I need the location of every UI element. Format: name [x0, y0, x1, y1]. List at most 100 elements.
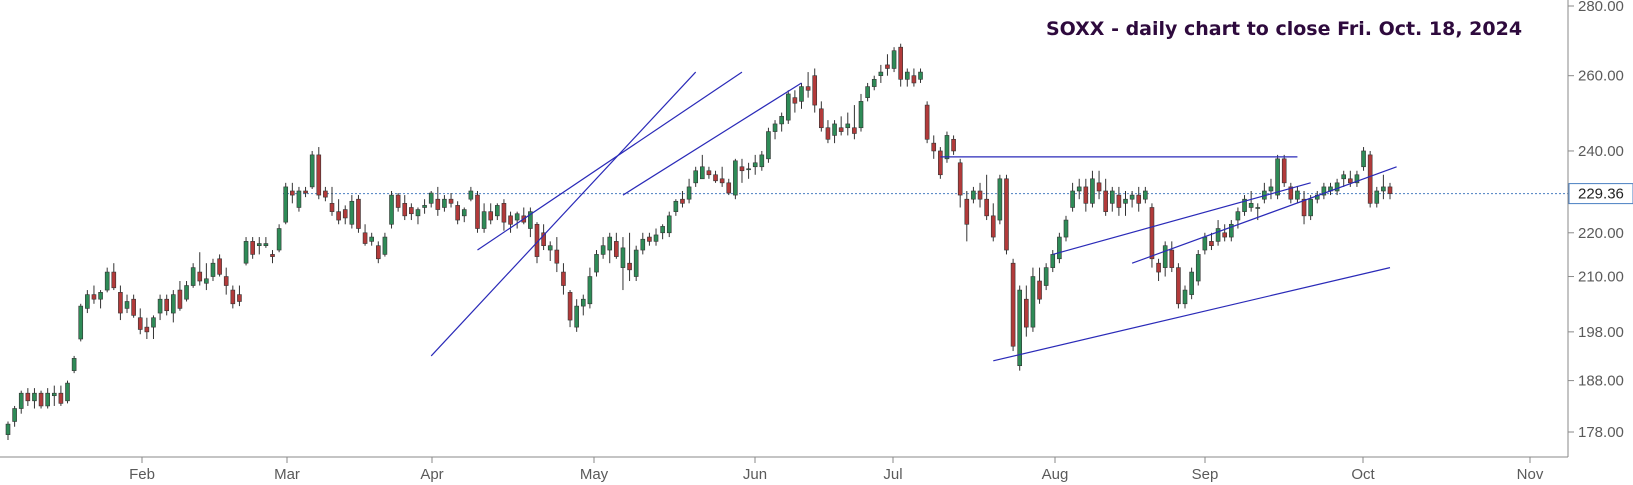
candle-up [587, 276, 593, 305]
candle-up [640, 238, 646, 251]
candle-up [12, 408, 17, 422]
candle-up [799, 86, 804, 102]
candle-up [759, 154, 765, 168]
x-tick-label: Jul [883, 466, 902, 483]
candle-up [1361, 150, 1366, 168]
candle-up [660, 226, 665, 234]
candle-up [772, 123, 778, 132]
y-tick-label: 240.00 [1578, 143, 1624, 160]
candle-up [468, 190, 474, 200]
candle-down [250, 241, 255, 255]
candle-up [18, 392, 24, 409]
candle-down [984, 198, 989, 217]
candle-down [223, 276, 229, 286]
candle-up [1374, 190, 1380, 204]
candle-up [1043, 267, 1049, 286]
candle-down [805, 86, 811, 91]
candle-up [1295, 190, 1300, 200]
candle-up [78, 305, 84, 340]
candle-down [990, 215, 996, 238]
candle-down [197, 271, 203, 282]
candle-down [554, 249, 560, 264]
candle-down [964, 198, 970, 225]
candle-up [1321, 186, 1327, 196]
candle-up [1354, 174, 1360, 184]
y-tick-label: 280.00 [1578, 0, 1624, 15]
candle-up [845, 123, 851, 129]
candle-down [931, 142, 937, 152]
candle-up [997, 178, 1003, 221]
y-tick-label: 178.00 [1578, 424, 1624, 441]
candle-up [1189, 271, 1194, 295]
candle-up [891, 50, 897, 69]
candle-down [1169, 249, 1175, 268]
candle-up [204, 278, 209, 284]
candle-up [1076, 186, 1082, 192]
candle-down [448, 198, 454, 204]
candle-up [944, 135, 950, 160]
candle-down [1024, 298, 1029, 328]
trendline [430, 71, 697, 357]
candle-down [819, 108, 824, 129]
candle-down [647, 236, 652, 242]
x-tick-label: Nov [1517, 466, 1544, 483]
candle-up [600, 245, 606, 255]
candle-up [369, 236, 374, 242]
candle-up [151, 317, 156, 328]
candle-down [488, 211, 494, 221]
candle-down [1103, 190, 1108, 212]
candle-up [389, 194, 394, 225]
candle-down [91, 294, 97, 300]
candle-down [323, 190, 328, 198]
candle-down [342, 209, 348, 219]
candle-up [256, 243, 262, 246]
candle-up [71, 358, 77, 371]
candle-up [594, 254, 599, 273]
candle-down [825, 127, 831, 140]
candle-up [871, 79, 877, 87]
candle-down [951, 138, 956, 152]
candle-up [1215, 228, 1221, 242]
y-tick-label: 210.00 [1578, 269, 1624, 286]
candle-up [1255, 207, 1261, 209]
candle-down [508, 215, 513, 225]
candle-down [627, 262, 632, 271]
candle-down [1116, 194, 1122, 208]
candle-up [1202, 236, 1208, 251]
candle-down [1083, 186, 1089, 204]
candle-down [137, 317, 143, 330]
candle-down [409, 207, 414, 215]
candle-down [25, 392, 31, 402]
candle-down [938, 150, 943, 176]
candle-up [832, 123, 837, 136]
candle-up [528, 211, 533, 229]
candle-up [190, 267, 196, 286]
candles-layer [5, 43, 1393, 440]
candle-down [501, 203, 507, 223]
x-tick-label: Apr [420, 466, 443, 483]
candle-down [706, 170, 712, 176]
candle-up [210, 262, 216, 277]
candle-down [375, 245, 381, 260]
x-tick-label: Sep [1192, 466, 1219, 483]
candle-up [184, 285, 189, 300]
x-tick-label: May [580, 466, 609, 483]
last-price-label: 229.36 [1578, 186, 1624, 203]
candle-up [309, 154, 315, 188]
candle-up [1057, 236, 1062, 260]
candle-down [713, 174, 718, 182]
candle-down [1004, 178, 1009, 251]
candle-down [1176, 267, 1181, 305]
trendline [1131, 166, 1397, 264]
candle-down [1149, 207, 1155, 260]
candle-up [547, 245, 553, 251]
candle-up [779, 116, 784, 125]
candle-up [428, 192, 434, 204]
candle-up [442, 198, 447, 208]
candle-up [481, 211, 487, 229]
candle-up [45, 392, 50, 407]
candle-up [382, 236, 388, 255]
candle-down [1136, 194, 1142, 204]
candle-down [290, 190, 295, 196]
